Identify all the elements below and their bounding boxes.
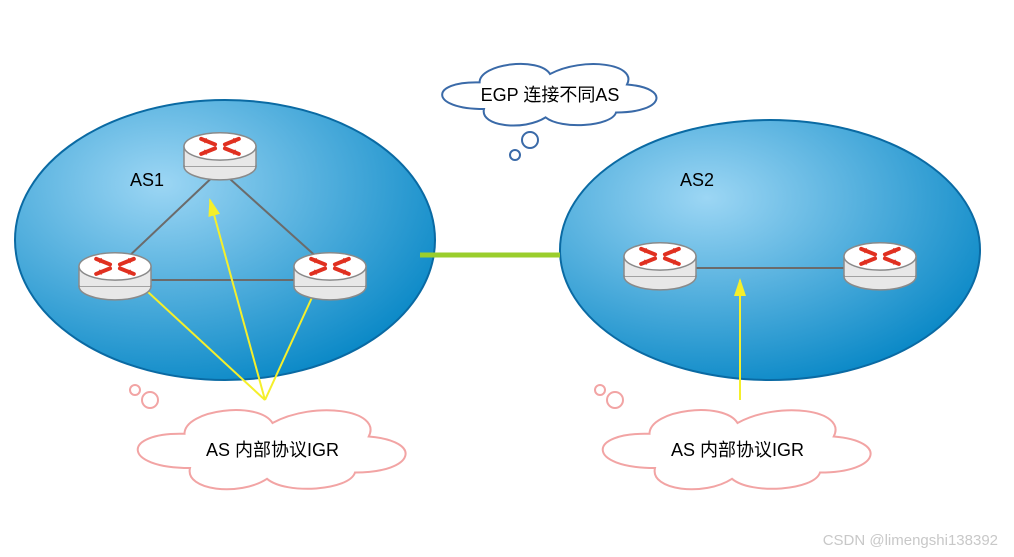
- as1-router-2: [294, 253, 366, 300]
- watermark: CSDN @limengshi138392: [823, 532, 998, 549]
- igr-cloud-2: AS 内部协议IGR: [595, 385, 871, 489]
- igr-cloud-1-text: AS 内部协议IGR: [206, 440, 339, 460]
- igr-cloud-1: AS 内部协议IGR: [130, 385, 406, 489]
- as2-region: [560, 120, 980, 380]
- igr-cloud-2-text: AS 内部协议IGR: [671, 440, 804, 460]
- as2-router-0: [624, 243, 696, 290]
- as1-router-0: [184, 133, 256, 180]
- as2-label: AS2: [680, 170, 714, 191]
- as1-router-1: [79, 253, 151, 300]
- egp-cloud: EGP 连接不同AS: [442, 64, 656, 160]
- egp-cloud-text: EGP 连接不同AS: [481, 85, 620, 105]
- as2-router-1: [844, 243, 916, 290]
- as1-label: AS1: [130, 170, 164, 191]
- diagram-canvas: EGP 连接不同AS AS 内部协议IGR AS 内部协议IGR: [0, 0, 1014, 557]
